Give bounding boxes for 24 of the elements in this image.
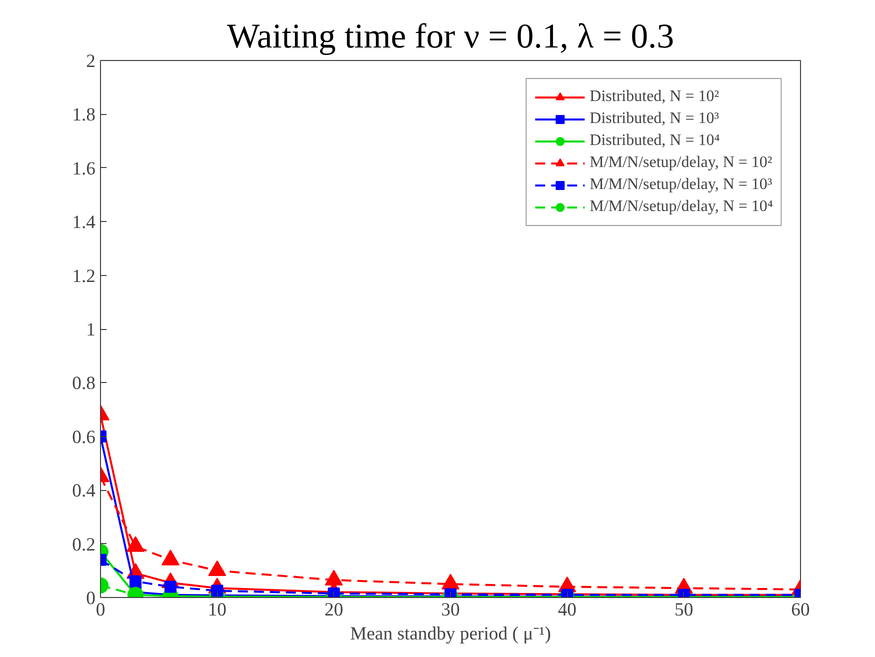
y-tick-label: 0.2 [72,534,96,556]
x-tick-label: 50 [674,600,694,620]
y-tick-label: 2 [86,51,96,72]
y-tick-label: 1.6 [72,158,96,180]
x-axis-title: Mean standby period ( μ⁻¹) [350,624,551,644]
y-tick-label: 1.4 [72,212,96,234]
legend-label: Distributed, N = 10⁴ [590,132,720,150]
legend-label: Distributed, N = 10³ [590,110,720,128]
legend-label: M/M/N/setup/delay, N = 10³ [590,176,772,194]
y-tick-label: 1 [86,320,96,340]
y-tick-label: 0.6 [72,426,96,448]
chart-title: Waiting time for ν = 0.1, λ = 0.3 [226,18,674,56]
x-tick-label: 40 [558,600,576,620]
x-tick-label: 10 [208,600,226,620]
y-tick-label: 0.4 [72,480,96,502]
x-tick-label: 60 [791,600,810,620]
y-tick-label: 1.2 [72,266,96,287]
legend-label: Distributed, N = 10² [590,88,720,106]
legend-label: M/M/N/setup/delay, N = 10² [590,154,772,172]
legend-label: M/M/N/setup/delay, N = 10⁴ [590,198,773,216]
y-tick-label: 1.8 [72,104,96,126]
x-tick-label: 30 [441,600,460,620]
x-tick-label: 20 [324,600,344,620]
y-tick-label: 0.8 [72,373,96,394]
